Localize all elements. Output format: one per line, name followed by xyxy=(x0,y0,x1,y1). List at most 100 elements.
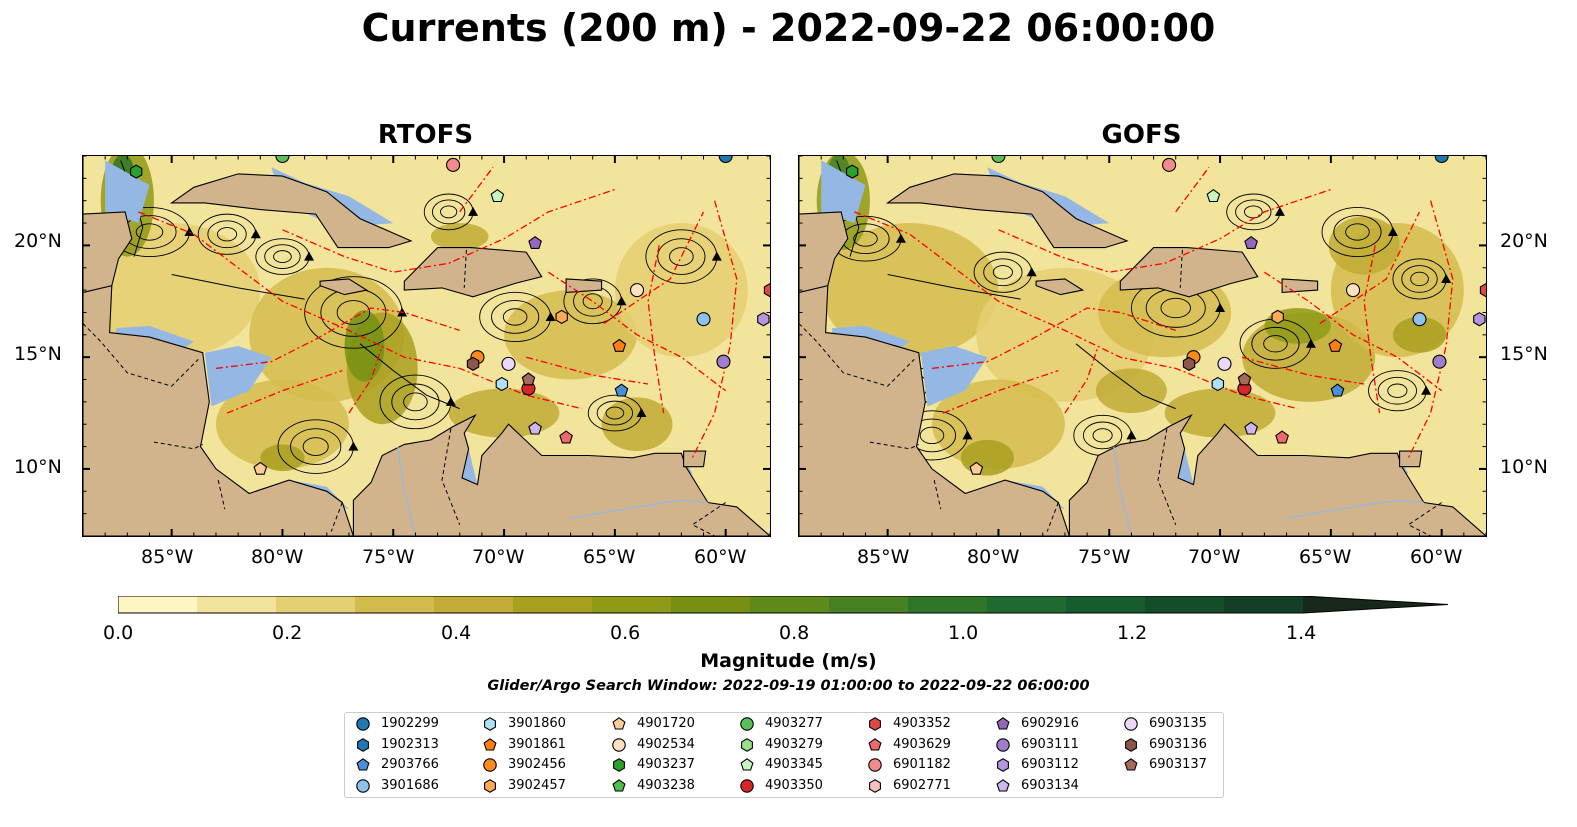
lon-tick-label: 85°W xyxy=(857,546,910,568)
observation-marker xyxy=(446,157,461,172)
observation-marker xyxy=(718,156,733,164)
legend-marker xyxy=(868,758,882,772)
lon-tick-label: 80°W xyxy=(251,546,304,568)
legend-marker xyxy=(356,717,370,731)
legend-label: 4903629 xyxy=(893,736,951,752)
observation-marker xyxy=(1275,430,1289,444)
observation-marker xyxy=(1237,372,1252,386)
legend-marker xyxy=(613,758,625,772)
lat-tick-label: 15°N xyxy=(1500,343,1548,365)
observation-marker xyxy=(1244,421,1258,435)
colorbar-segment xyxy=(1224,596,1304,613)
colorbar-segment xyxy=(592,596,672,613)
legend-label: 6903136 xyxy=(1149,736,1207,752)
legend-marker xyxy=(1125,737,1137,752)
observation-marker xyxy=(1217,356,1232,371)
observation-marker xyxy=(1206,189,1221,203)
observation-marker xyxy=(614,383,629,397)
colorbar-tick-label: 1.4 xyxy=(1286,622,1317,644)
colorbar-segment xyxy=(434,596,514,613)
colorbar-segment xyxy=(355,596,435,613)
observation-marker xyxy=(1328,338,1343,352)
observation-marker xyxy=(521,372,536,386)
legend-marker xyxy=(741,737,753,752)
colorbar-tick-label: 1.2 xyxy=(1117,622,1148,644)
observation-marker xyxy=(1473,312,1486,327)
legend-marker xyxy=(740,758,754,771)
legend-marker xyxy=(869,778,881,793)
colorbar-segment xyxy=(829,596,909,613)
legend-marker xyxy=(483,737,497,751)
observation-marker xyxy=(1479,282,1486,298)
legend-label: 6903111 xyxy=(1021,736,1079,752)
lon-tick-label: 60°W xyxy=(1410,546,1463,568)
observation-marker xyxy=(757,312,770,327)
legend-label: 4903345 xyxy=(765,757,823,772)
legend-marker xyxy=(996,737,1010,752)
observation-marker xyxy=(495,376,509,392)
legend-label: 1902313 xyxy=(381,736,439,752)
observation-marker xyxy=(1211,376,1225,392)
legend-label: 6902771 xyxy=(893,777,951,793)
colorbar-segment xyxy=(276,596,356,613)
legend-marker xyxy=(996,778,1010,792)
colorbar-tick-label: 0.8 xyxy=(779,622,810,644)
legend-label: 3901861 xyxy=(508,736,566,752)
lon-tick-label: 85°W xyxy=(141,546,194,568)
colorbar xyxy=(118,596,1449,614)
observation-marker xyxy=(629,283,645,298)
panel-title-gofs: GOFS xyxy=(1101,120,1182,150)
observation-marker xyxy=(130,164,143,179)
legend-marker xyxy=(868,737,882,751)
legend-marker xyxy=(1124,717,1138,731)
observation-marker xyxy=(1271,309,1284,325)
observation-marker xyxy=(1432,354,1447,369)
legend-label: 3902456 xyxy=(508,757,566,772)
legend-marker xyxy=(1124,758,1138,771)
legend-marker xyxy=(357,737,369,752)
legend-marker xyxy=(483,758,497,772)
panel-title-rtofs: RTOFS xyxy=(377,120,474,150)
observation-marker xyxy=(1412,312,1427,327)
legend: 1902299 1902313 2903766 3901686 3901860 39018… xyxy=(344,712,1224,798)
lat-tick-label: 20°N xyxy=(1500,230,1548,252)
legend-label: 4903238 xyxy=(637,777,695,793)
colorbar-segment xyxy=(908,596,988,613)
legend-marker xyxy=(612,717,626,730)
lon-tick-label: 75°W xyxy=(362,546,415,568)
lon-tick-label: 70°W xyxy=(1188,546,1241,568)
legend-label: 6901182 xyxy=(893,757,951,772)
lon-tick-label: 80°W xyxy=(967,546,1020,568)
observation-marker xyxy=(466,356,480,372)
colorbar-tick-label: 0.0 xyxy=(103,622,134,644)
colorbar-segment xyxy=(197,596,277,613)
colorbar-label: Magnitude (m/s) xyxy=(700,650,877,672)
legend-marker xyxy=(356,758,370,771)
legend-label: 3902457 xyxy=(508,777,566,793)
lon-tick-label: 70°W xyxy=(472,546,525,568)
observation-marker xyxy=(253,461,268,475)
observation-marker xyxy=(612,338,627,352)
legend-marker xyxy=(997,758,1009,772)
observation-marker xyxy=(1162,157,1177,172)
lon-tick-label: 65°W xyxy=(1299,546,1352,568)
observation-marker xyxy=(991,156,1006,164)
lon-tick-label: 65°W xyxy=(583,546,636,568)
legend-label: 6903134 xyxy=(1021,777,1079,793)
legend-label: 3901686 xyxy=(381,777,439,793)
observation-marker xyxy=(559,430,573,444)
colorbar-segment xyxy=(513,596,593,613)
legend-label: 4903279 xyxy=(765,736,823,752)
observation-marker xyxy=(969,461,984,475)
observation-marker xyxy=(501,356,516,371)
legend-label: 4903237 xyxy=(637,757,695,772)
legend-label: 6903135 xyxy=(1149,716,1207,731)
observation-marker xyxy=(1434,156,1449,164)
observation-marker xyxy=(846,164,859,179)
colorbar-segment xyxy=(1066,596,1146,613)
observation-marker xyxy=(528,236,542,249)
observation-marker xyxy=(1330,383,1345,397)
legend-marker xyxy=(356,778,370,793)
observation-marker xyxy=(1345,283,1361,298)
legend-marker xyxy=(612,778,626,792)
